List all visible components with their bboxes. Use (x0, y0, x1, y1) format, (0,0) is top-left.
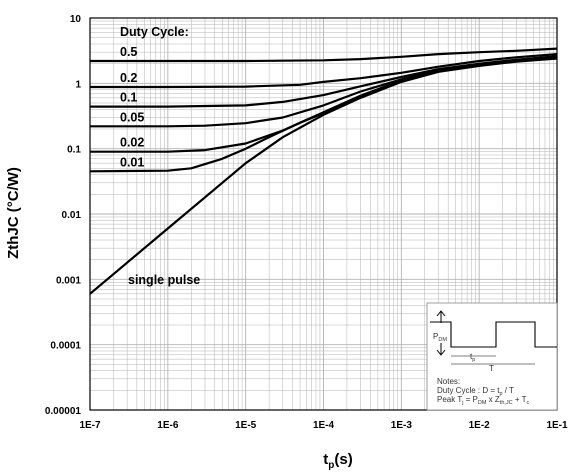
x-tick-label: 1E-4 (313, 420, 335, 431)
y-axis-title: ZthJC (°C/W) (5, 167, 22, 259)
y-tick-label: 0.0001 (50, 341, 81, 352)
series-single-pulse (89, 57, 558, 295)
plot-frame (89, 17, 558, 411)
y-tick-label: 10 (70, 14, 82, 25)
duty-cycle-note: Duty Cycle : D = tp / T (437, 386, 514, 397)
series-label: 0.1 (120, 91, 137, 105)
peak-tj-note: Peak Tj = PDM x Zth,JC + Tc (437, 395, 530, 406)
x-tick-labels: 1E-7 1E-6 1E-5 1E-4 1E-3 1E-2 1E-1 (79, 420, 568, 431)
tp-label: tp (470, 352, 475, 363)
x-axis-title: tp(s) (323, 451, 352, 471)
pdm-label: PDM (433, 332, 447, 343)
pulse-diagram-inset: PDM tp T Notes: Duty Cycle : D = tp / T … (426, 302, 558, 411)
inset-box (426, 302, 558, 411)
curve-labels: Duty Cycle: 0.5 0.2 0.1 0.05 0.02 0.01 single p… (120, 25, 200, 287)
y-tick-label: 1 (75, 79, 81, 90)
y-tick-labels: 0.00001 0.0001 0.001 0.01 0.1 1 10 (45, 14, 82, 417)
series-label: 0.5 (120, 45, 137, 59)
series-0.2 (90, 53, 558, 89)
y-tick-label: 0.01 (62, 210, 82, 221)
duty-cycle-title: Duty Cycle: (120, 25, 189, 39)
x-tick-label: 1E-6 (157, 420, 179, 431)
x-tick-label: 1E-1 (546, 420, 568, 431)
x-tick-label: 1E-2 (469, 420, 491, 431)
series-label: 0.01 (120, 155, 144, 169)
y-tick-label: 0.1 (67, 145, 81, 156)
curves (89, 47, 558, 295)
y-tick-label: 0.001 (56, 275, 81, 286)
series-label: 0.2 (120, 71, 137, 85)
y-tick-label: 0.00001 (45, 406, 82, 417)
x-tick-label: 1E-3 (391, 420, 413, 431)
pdm-arrow-down (436, 343, 446, 356)
x-tick-label: 1E-7 (79, 420, 101, 431)
period-label: T (489, 364, 494, 373)
pdm-arrow-up (436, 310, 446, 323)
series-0.5 (90, 47, 558, 63)
series-label: 0.02 (120, 136, 144, 150)
single-pulse-label: single pulse (128, 273, 200, 287)
pulse-waveform (430, 321, 557, 348)
series-label: 0.05 (120, 110, 144, 124)
x-tick-label: 1E-5 (235, 420, 257, 431)
notes-title: Notes: (437, 377, 460, 386)
grid (89, 18, 557, 411)
